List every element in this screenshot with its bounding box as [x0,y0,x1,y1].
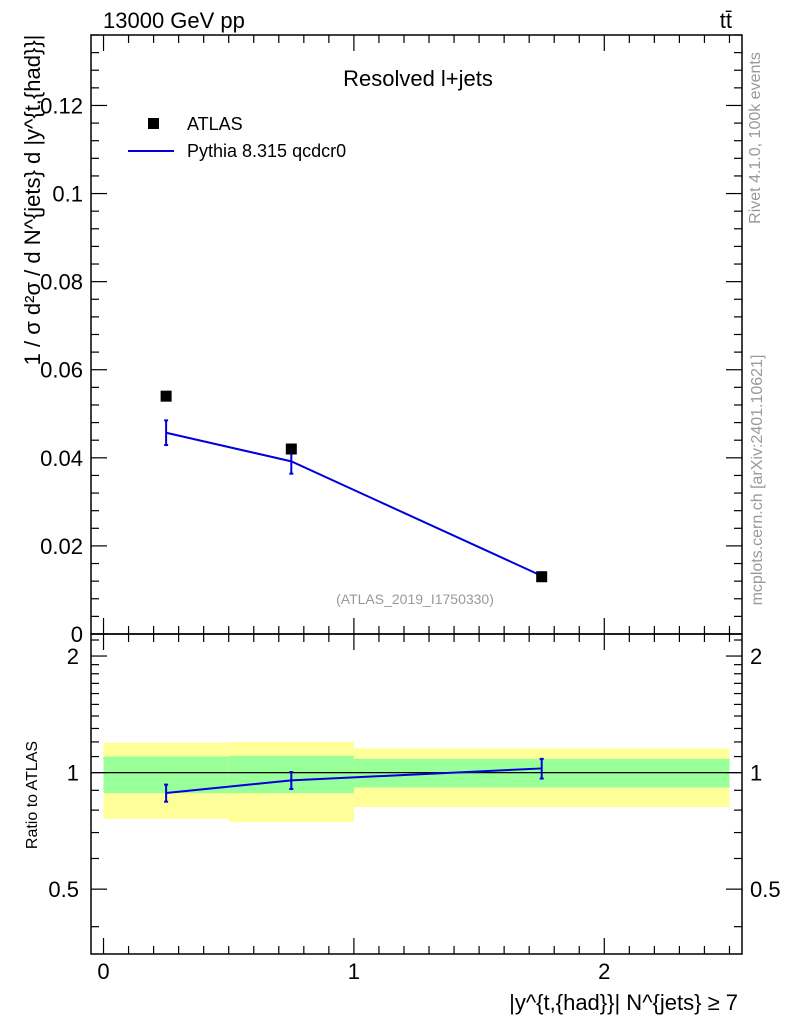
header-process: tt̄ [720,8,732,33]
ratio-y-tick-label: 2 [67,644,79,669]
mc-line [165,431,543,577]
header-energy: 13000 GeV pp [103,8,245,33]
legend-atlas-marker [148,118,159,129]
ratio-x-ticks: 0 1 2 [97,634,731,984]
ratio-y-label: Ratio to ATLAS [24,741,41,849]
ratio-bands [103,741,730,823]
main-x-ticks [102,35,731,634]
main-y-label: 1 / σ d²σ / d N^{jets} d |y^{t,{had}}| [20,35,45,366]
ratio-y-ticks: 0.5 0.5 1 1 2 2 [48,639,781,928]
rivet-label: Rivet 4.1.0, 100k events [747,52,764,224]
main-y-tick-label: 0.12 [40,93,83,118]
main-y-ticks: 0 0.02 0.04 0.06 0.08 0.1 0.12 [40,34,742,647]
legend-atlas-label: ATLAS [187,114,243,134]
atlas-data-point [160,390,172,402]
legend-mc-label: Pythia 8.315 qcdcr0 [187,141,346,161]
x-axis-label: |y^{t,{had}}| N^{jets} ≥ 7 [509,990,738,1015]
ratio-y-tick-label-right: 1 [750,761,762,786]
atlas-data-point [536,571,548,583]
main-data [160,390,548,583]
main-y-tick-label: 0.1 [52,182,83,207]
ratio-frame [90,633,743,955]
mcplots-label: mcplots.cern.ch [arXiv:2401.10621] [749,355,766,606]
ratio-y-tick-label-right: 2 [750,644,762,669]
x-tick-label: 0 [97,959,109,984]
main-y-tick-label: 0.02 [40,534,83,559]
ratio-panel: 0.5 0.5 1 1 2 2 0 1 2 Ratio to ATLAS |y^{t,{had… [24,633,781,1015]
x-tick-label: 1 [348,959,360,984]
atlas-data-point [285,443,297,455]
main-title: Resolved l+jets [343,66,493,91]
ratio-y-tick-label-right: 0.5 [750,877,781,902]
analysis-annotation: (ATLAS_2019_I1750330) [336,591,494,607]
ratio-y-tick-label: 0.5 [48,877,79,902]
main-y-tick-label: 0.08 [40,270,83,295]
main-panel: 0 0.02 0.04 0.06 0.08 0.1 0.12 Resolved l+jets… [20,34,743,647]
ratio-data [164,757,544,803]
x-tick-label: 2 [598,959,610,984]
ratio-y-tick-label: 1 [67,761,79,786]
main-y-tick-label: 0 [71,622,83,647]
main-y-tick-label: 0.06 [40,358,83,383]
main-y-tick-label: 0.04 [40,446,83,471]
